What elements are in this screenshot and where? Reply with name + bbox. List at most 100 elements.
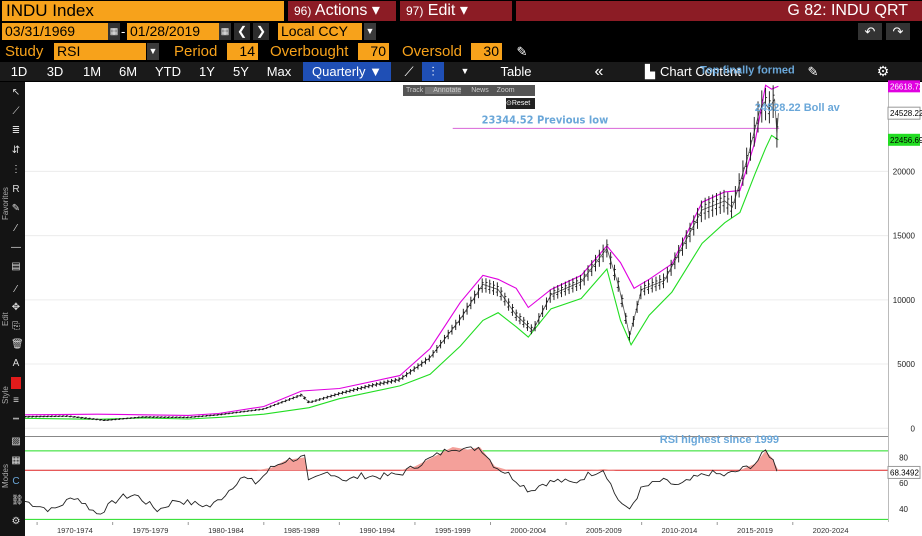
line-style-icon[interactable]: ┅ bbox=[12, 414, 20, 425]
chart-content-button[interactable]: Chart Content bbox=[660, 64, 741, 79]
line-weight-icon[interactable]: ≡ bbox=[13, 395, 19, 406]
x-tick-label: 2005-2009 bbox=[586, 526, 622, 535]
rsi-annotation: RSI highest since 1999 bbox=[660, 434, 779, 446]
rsi-last-value-box bbox=[887, 465, 921, 479]
rsi-last-value-label: 68.3492 bbox=[890, 468, 919, 477]
chart-type-dropdown-icon[interactable]: ▼ bbox=[460, 66, 470, 76]
y-tick-label: 10000 bbox=[893, 296, 916, 305]
edit-chart-icon[interactable]: ✎ bbox=[807, 64, 819, 79]
range-button[interactable]: YTD bbox=[155, 64, 181, 79]
actions-menu-button[interactable]: 96) Actions ▾ bbox=[288, 1, 396, 21]
period-field[interactable]: 14 bbox=[227, 43, 258, 60]
cursor-icon[interactable]: ↖ bbox=[11, 87, 21, 98]
pen-icon[interactable]: ⁄ bbox=[15, 284, 17, 295]
rsi-y-tick-label: 80 bbox=[899, 453, 908, 462]
y-tick-label: 0 bbox=[911, 424, 916, 433]
actions-menu-label: Actions ▾ bbox=[314, 2, 380, 19]
retracement-icon[interactable]: R bbox=[12, 184, 20, 195]
range-toolbar bbox=[0, 62, 922, 81]
x-tick-label: 1995-1999 bbox=[435, 526, 471, 535]
x-tick-label: 2020-2024 bbox=[813, 526, 849, 535]
pattern-icon[interactable]: ▨ bbox=[11, 436, 21, 447]
range-button[interactable]: 1M bbox=[82, 64, 102, 79]
color-swatch-icon[interactable] bbox=[11, 377, 21, 389]
reset-icon: ⊙ bbox=[506, 100, 512, 107]
calendar-icon[interactable]: ▦ bbox=[219, 23, 231, 40]
mode-popup: Track Annotate News Zoom bbox=[403, 85, 535, 96]
copy-icon[interactable]: ⎘ bbox=[12, 321, 20, 332]
pencil-icon[interactable]: ✎ bbox=[516, 44, 528, 59]
range-button[interactable]: 5Y bbox=[233, 64, 249, 79]
text-style-icon[interactable]: A bbox=[12, 358, 20, 369]
calendar-icon[interactable]: ▦ bbox=[108, 23, 120, 40]
edit-menu-button[interactable]: 97) Edit ▾ bbox=[400, 1, 512, 21]
table-button[interactable]: Table bbox=[500, 64, 532, 79]
end-date-field[interactable]: 01/28/2019 bbox=[127, 23, 219, 40]
oversold-field[interactable]: 30 bbox=[471, 43, 502, 60]
price-label: 22456.69 bbox=[890, 136, 922, 145]
previous-low-label: 23344.52 Previous low bbox=[482, 113, 609, 126]
lower-bollinger-band bbox=[24, 134, 779, 420]
overbought-field[interactable]: 70 bbox=[358, 43, 389, 60]
x-axis: 1970-1974 1975-1979 1980-1984 1985-1989 1990… bbox=[25, 522, 888, 536]
window-title: G 82: INDU QRT bbox=[516, 1, 922, 21]
boll-average-annotation: 24528.22 Boll av bbox=[755, 102, 841, 114]
upper-bollinger-band bbox=[24, 84, 779, 416]
ruler-icon[interactable]: ▤ bbox=[11, 261, 21, 272]
prev-arrow-icon[interactable]: ❮ bbox=[234, 23, 250, 40]
ticker-field[interactable]: INDU Index bbox=[2, 1, 284, 21]
rsi-y-tick-label: 60 bbox=[899, 479, 908, 488]
currency-field[interactable]: Local CCY bbox=[278, 23, 362, 40]
measure-icon[interactable]: ⋮ bbox=[11, 164, 21, 175]
chart-content-icon: ▙ bbox=[645, 64, 655, 79]
range-button[interactable]: 1D bbox=[10, 64, 28, 79]
popup-news[interactable]: News bbox=[471, 87, 489, 94]
study-field[interactable]: RSI bbox=[54, 43, 146, 60]
fibonacci-icon[interactable]: ≣ bbox=[11, 125, 21, 136]
range-button[interactable]: Max bbox=[266, 64, 292, 79]
y-axis-line bbox=[888, 82, 889, 522]
undo-icon[interactable]: ↶ bbox=[858, 23, 882, 40]
study-dropdown-icon[interactable]: ▼ bbox=[147, 43, 159, 60]
edit-menu-label: Edit ▾ bbox=[427, 2, 468, 19]
price-panel: 0 5000 10000 15000 20000 23344.52 Previous lo… bbox=[23, 65, 922, 522]
line-chart-icon[interactable]: ⟋ bbox=[404, 64, 414, 79]
refresh-mode-icon[interactable]: C bbox=[12, 476, 20, 487]
popup-reset-button[interactable]: ⊙Reset bbox=[506, 98, 535, 109]
drawing-tool-strip bbox=[0, 82, 25, 536]
brush-icon[interactable]: ⁄ bbox=[15, 223, 17, 234]
table-mode-icon[interactable]: ▦ bbox=[11, 455, 21, 466]
trendline-icon[interactable]: ⟋ bbox=[12, 106, 20, 117]
range-button[interactable]: 1Y bbox=[199, 64, 215, 79]
collapse-icon[interactable]: « bbox=[594, 63, 604, 80]
popup-zoom[interactable]: Zoom bbox=[496, 87, 515, 94]
settings-gear-icon[interactable]: ⚙ bbox=[876, 63, 890, 79]
x-axis-band bbox=[25, 522, 888, 536]
y-tick-label: 20000 bbox=[893, 167, 916, 176]
bar-chart-icon[interactable]: ⫶ bbox=[422, 62, 444, 81]
currency-dropdown-icon[interactable]: ▼ bbox=[364, 23, 376, 40]
popup-annotate[interactable]: Annotate bbox=[425, 87, 462, 94]
popup-reset-label: Reset bbox=[511, 100, 531, 107]
range-button[interactable]: 6M bbox=[118, 64, 138, 79]
strip-gear-icon[interactable]: ⚙ bbox=[11, 516, 21, 527]
horizontal-line-icon[interactable]: — bbox=[11, 242, 21, 253]
x-tick-label: 1970-1974 bbox=[57, 526, 93, 535]
price-label-box bbox=[888, 80, 920, 93]
delete-icon[interactable]: 🗑 bbox=[11, 339, 24, 350]
move-icon[interactable]: ✥ bbox=[11, 302, 21, 313]
redo-icon[interactable]: ↷ bbox=[886, 23, 910, 40]
frequency-dropdown[interactable]: Quarterly ▼ bbox=[303, 62, 391, 81]
price-label-box bbox=[888, 133, 920, 146]
link-icon[interactable]: ⛓ bbox=[11, 495, 24, 506]
actions-menu-number: 96) bbox=[294, 4, 312, 18]
range-button[interactable]: 3D bbox=[46, 64, 64, 79]
next-arrow-icon[interactable]: ❯ bbox=[253, 23, 269, 40]
channel-icon[interactable]: ⇵ bbox=[11, 145, 21, 156]
start-date-field[interactable]: 03/31/1969 bbox=[2, 23, 108, 40]
price-midline bbox=[24, 98, 779, 421]
popup-track[interactable]: Track bbox=[406, 87, 424, 94]
annotation-icon[interactable]: ✎ bbox=[11, 203, 21, 214]
x-tick-label: 2000-2004 bbox=[510, 526, 546, 535]
